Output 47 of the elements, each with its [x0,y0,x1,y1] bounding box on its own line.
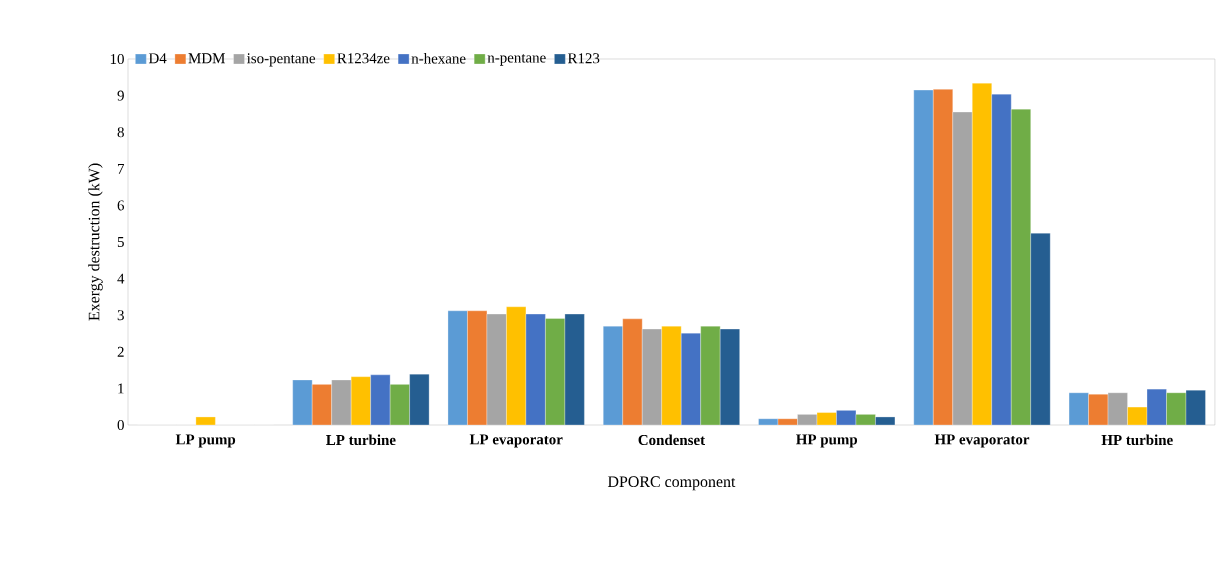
y-tick-label: 7 [117,163,125,174]
bar [506,306,526,425]
y-tick-label: 2 [117,346,124,357]
y-tick-label: 0 [117,419,124,431]
legend-label: MDM [188,53,225,64]
x-tick-label: Condenset [638,434,706,446]
bar [622,318,643,425]
y-tick-label: 10 [110,53,124,65]
bar [467,310,487,425]
y-tick-label: 5 [117,237,124,247]
bar [681,333,701,425]
bar [525,314,546,425]
bar [1011,109,1031,425]
bar [351,376,371,425]
bar [603,326,623,425]
y-tick-label: 6 [117,200,125,211]
bar [933,89,953,425]
x-tick-label: LP pump [175,434,236,448]
x-tick-label: LP turbine [326,434,396,446]
bar [564,314,585,425]
y-tick-label: 4 [117,273,125,284]
legend-label: n-pentane [487,54,546,66]
bar [1030,233,1051,425]
legend-label: iso-pentane [246,53,316,67]
legend-label: D4 [148,53,167,64]
bar [545,318,565,425]
y-axis-title: Exergy destruction (kW) [88,163,103,321]
legend-label: R1234ze [337,53,390,64]
bar [292,379,313,425]
bar [972,83,992,425]
bar [447,310,468,425]
x-tick-label: HP turbine [1101,434,1173,446]
x-axis-title: DPORC component [607,476,736,491]
bar [720,329,740,425]
x-tick-label: LP evaporator [469,434,563,448]
bar [700,326,721,425]
bar [913,90,934,425]
y-tick-label: 8 [117,127,124,138]
x-tick-label: HP evaporator [934,434,1030,448]
bar [991,94,1012,425]
legend-label: n-hexane [411,53,466,64]
legend-label: R123 [567,53,600,64]
bar [661,326,682,425]
x-tick-label: HP pump [796,434,858,448]
y-tick-label: 3 [117,310,124,321]
y-tick-label: 1 [118,383,124,394]
y-tick-label: 9 [117,90,124,101]
